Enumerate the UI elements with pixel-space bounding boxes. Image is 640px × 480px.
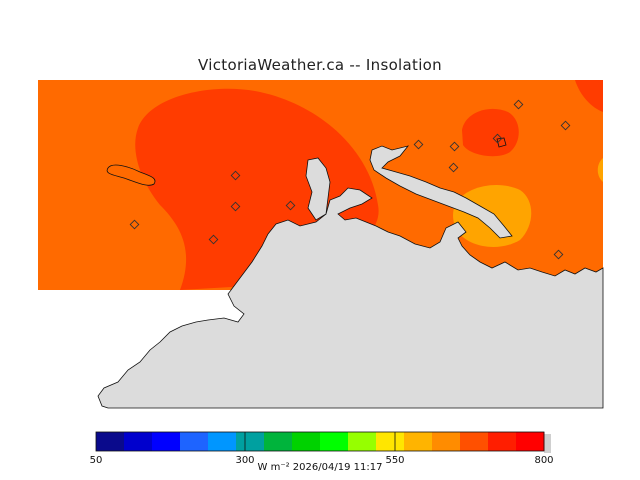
colorbar-tick-300: 300: [235, 455, 254, 466]
colorbar-cell: [152, 432, 181, 451]
colorbar-cell: [404, 432, 433, 451]
station-marker: [560, 120, 571, 131]
colorbar-cell: [376, 432, 405, 451]
north-shore-land: [369, 145, 513, 239]
station-marker: [208, 234, 219, 245]
colorbar-cell: [96, 432, 125, 451]
station-marker: [413, 139, 424, 150]
station-marker: [285, 200, 296, 211]
units-and-timestamp: W m⁻² 2026/04/19 11:17: [257, 462, 383, 473]
colorbar-cell: [208, 432, 237, 451]
station-marker: [513, 99, 524, 110]
high-insolation-region-corner: [575, 80, 603, 112]
colorbar-cell: [516, 432, 545, 451]
colorbar-tick-min: 50: [90, 455, 103, 466]
station-marker: [492, 133, 503, 144]
low-insolation-edge: [597, 158, 603, 182]
colorbar-tick-550: 550: [385, 455, 404, 466]
station-marker: [553, 249, 564, 260]
colorbar-cell: [292, 432, 321, 451]
station-marker: [449, 141, 460, 152]
island-west: [106, 164, 156, 186]
station-markers: [129, 99, 571, 260]
map-title: VictoriaWeather.ca -- Insolation: [198, 56, 442, 74]
colorbar-cell: [264, 432, 293, 451]
colorbar-cell: [180, 432, 209, 451]
colorbar-cell: [236, 432, 265, 451]
colorbar-cell: [124, 432, 153, 451]
colorbar-cell: [348, 432, 377, 451]
colorbar-cell: [460, 432, 489, 451]
colorbar-border: [95, 431, 545, 452]
station-marker: [230, 170, 241, 181]
colorbar-tick-max: 800: [534, 455, 553, 466]
land-mass: [97, 187, 604, 409]
colorbar-cell: [432, 432, 461, 451]
saanich-peninsula: [305, 157, 331, 221]
colorbar-shadow: [544, 434, 551, 453]
colorbar-cell: [488, 432, 517, 451]
colorbar-cell: [320, 432, 349, 451]
station-marker: [230, 201, 241, 212]
station-marker: [129, 219, 140, 230]
station-marker: [448, 162, 459, 173]
